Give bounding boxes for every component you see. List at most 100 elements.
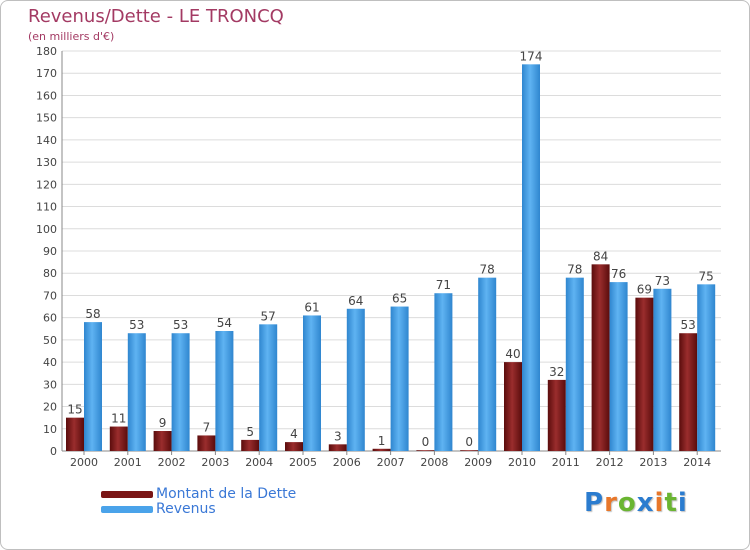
y-tick-label: 20 — [43, 401, 57, 414]
legend-swatch-dette — [101, 491, 153, 498]
value-label: 61 — [304, 300, 319, 314]
x-tick-label: 2004 — [245, 456, 273, 469]
bar-dette-2014 — [679, 333, 698, 451]
y-tick-label: 80 — [43, 267, 57, 280]
bar-dette-2003 — [197, 435, 216, 451]
y-tick-label: 140 — [36, 134, 57, 147]
value-label: 64 — [348, 294, 363, 308]
logo-letter: r — [604, 488, 618, 518]
value-label: 65 — [392, 292, 407, 306]
value-label: 53 — [129, 318, 144, 332]
value-label: 0 — [422, 435, 430, 449]
value-label: 40 — [505, 347, 520, 361]
y-tick-label: 70 — [43, 289, 57, 302]
bar-dette-2004 — [241, 439, 260, 451]
bar-revenus-2004 — [259, 324, 278, 451]
x-tick-label: 2014 — [683, 456, 711, 469]
y-tick-label: 110 — [36, 201, 57, 214]
value-label: 53 — [173, 318, 188, 332]
value-label: 5 — [246, 425, 254, 439]
value-label: 7 — [203, 420, 211, 434]
y-tick-label: 10 — [43, 423, 57, 436]
x-tick-label: 2009 — [464, 456, 492, 469]
x-tick-label: 2003 — [201, 456, 229, 469]
value-label: 1 — [378, 434, 386, 448]
value-label: 11 — [111, 412, 126, 426]
logo-letter: i — [677, 488, 688, 518]
x-tick-label: 2010 — [508, 456, 536, 469]
bar-dette-2007 — [372, 448, 391, 451]
value-label: 73 — [655, 274, 670, 288]
value-label: 4 — [290, 427, 298, 441]
value-label: 84 — [593, 249, 608, 263]
value-label: 9 — [159, 416, 167, 430]
value-label: 71 — [436, 278, 451, 292]
value-label: 58 — [85, 307, 100, 321]
bar-revenus-2005 — [303, 315, 321, 451]
x-tick-label: 2005 — [289, 456, 317, 469]
logo-letter: x — [636, 488, 655, 518]
x-tick-label: 2007 — [377, 456, 405, 469]
y-tick-label: 120 — [36, 178, 57, 191]
bar-dette-2000 — [66, 417, 84, 451]
legend-swatch-revenus — [101, 506, 153, 513]
bar-revenus-2012 — [609, 282, 628, 451]
bar-dette-2005 — [285, 442, 303, 451]
y-tick-label: 170 — [36, 67, 57, 80]
y-tick-label: 90 — [43, 245, 57, 258]
x-tick-label: 2013 — [639, 456, 667, 469]
x-tick-label: 2006 — [333, 456, 361, 469]
bar-revenus-2010 — [522, 64, 540, 452]
y-tick-label: 130 — [36, 156, 57, 169]
y-tick-label: 0 — [50, 445, 57, 458]
value-label: 0 — [465, 435, 473, 449]
value-label: 57 — [261, 309, 276, 323]
x-tick-label: 2001 — [114, 456, 142, 469]
bar-revenus-2000 — [84, 322, 102, 451]
logo-letter: t — [664, 488, 678, 518]
x-tick-label: 2008 — [420, 456, 448, 469]
bar-revenus-2011 — [565, 277, 584, 451]
value-label: 53 — [681, 318, 696, 332]
y-tick-label: 50 — [43, 334, 57, 347]
bar-dette-2012 — [591, 264, 610, 451]
bar-dette-2011 — [547, 379, 566, 451]
bar-revenus-2013 — [653, 288, 672, 451]
bar-revenus-2009 — [478, 277, 497, 451]
bar-dette-2002 — [153, 431, 172, 451]
value-label: 15 — [67, 403, 82, 417]
chart-subtitle: (en milliers d'€) — [28, 30, 115, 43]
bar-revenus-2003 — [215, 331, 234, 451]
bar-revenus-2014 — [697, 284, 716, 451]
logo-letter: o — [617, 488, 637, 518]
value-label: 78 — [567, 263, 582, 277]
value-label: 32 — [549, 365, 564, 379]
y-tick-label: 30 — [43, 378, 57, 391]
y-tick-label: 40 — [43, 356, 57, 369]
logo-letter: i — [654, 488, 665, 518]
value-label: 3 — [334, 429, 342, 443]
y-tick-label: 60 — [43, 312, 57, 325]
y-tick-label: 160 — [36, 89, 57, 102]
bar-dette-2010 — [504, 362, 522, 451]
logo-letter: P — [584, 488, 605, 518]
proxiti-logo: Proxiti — [584, 488, 688, 518]
legend-label-dette: Montant de la Dette — [156, 486, 297, 502]
bar-revenus-2006 — [346, 308, 365, 451]
bar-dette-2013 — [635, 297, 654, 451]
bar-dette-2001 — [109, 426, 128, 451]
bar-revenus-2008 — [434, 293, 453, 451]
value-label: 174 — [520, 49, 543, 63]
bar-dette-2008 — [416, 450, 435, 451]
bar-dette-2006 — [328, 444, 347, 451]
value-label: 78 — [480, 263, 495, 277]
y-tick-label: 150 — [36, 112, 57, 125]
x-tick-label: 2000 — [70, 456, 98, 469]
bar-revenus-2001 — [127, 333, 146, 451]
chart-title: Revenus/Dette - LE TRONCQ — [28, 6, 284, 27]
x-tick-label: 2012 — [596, 456, 624, 469]
y-tick-label: 100 — [36, 223, 57, 236]
x-tick-label: 2011 — [552, 456, 580, 469]
value-label: 75 — [699, 269, 714, 283]
